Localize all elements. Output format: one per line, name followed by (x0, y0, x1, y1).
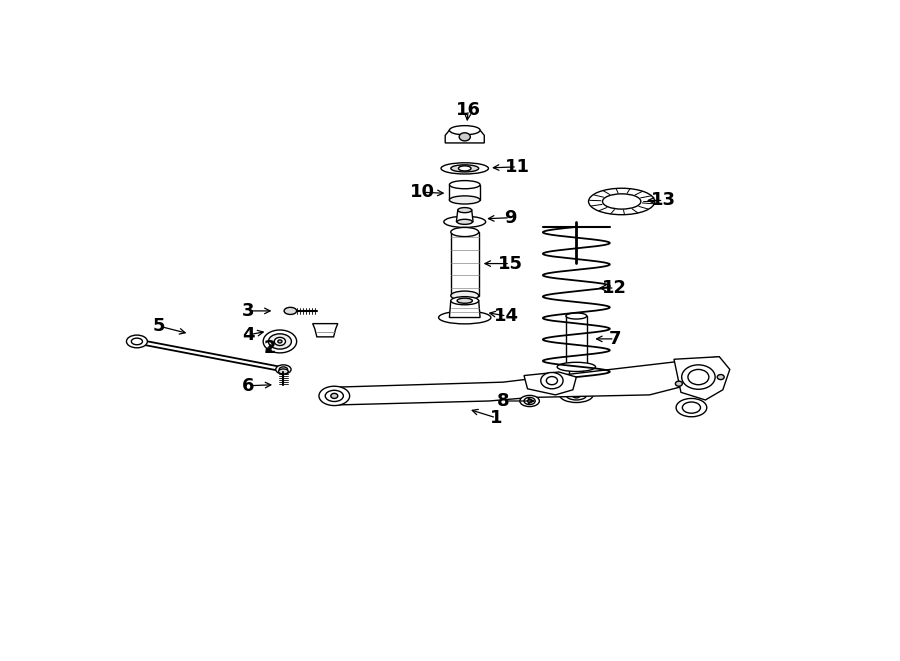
Ellipse shape (520, 395, 539, 407)
Ellipse shape (524, 397, 536, 405)
Polygon shape (312, 324, 338, 337)
Text: 4: 4 (242, 326, 255, 344)
Ellipse shape (325, 390, 344, 401)
Ellipse shape (449, 196, 480, 204)
Ellipse shape (572, 392, 580, 398)
Ellipse shape (589, 188, 655, 215)
Ellipse shape (268, 334, 292, 349)
Ellipse shape (566, 390, 587, 400)
Ellipse shape (457, 298, 472, 303)
Ellipse shape (527, 399, 532, 403)
Text: 11: 11 (505, 158, 529, 176)
Ellipse shape (557, 362, 596, 371)
Ellipse shape (278, 340, 282, 343)
Text: 1: 1 (490, 408, 502, 427)
Text: 6: 6 (242, 377, 255, 395)
Text: 15: 15 (498, 254, 523, 272)
Polygon shape (524, 372, 576, 395)
Text: 2: 2 (263, 339, 275, 357)
Ellipse shape (331, 393, 338, 399)
Text: 16: 16 (455, 101, 481, 119)
Polygon shape (449, 301, 480, 317)
Ellipse shape (441, 163, 489, 174)
Text: 7: 7 (608, 330, 621, 348)
Ellipse shape (275, 365, 291, 374)
Ellipse shape (717, 375, 725, 379)
Ellipse shape (688, 369, 709, 385)
Ellipse shape (682, 402, 700, 413)
Ellipse shape (458, 166, 471, 171)
Ellipse shape (126, 335, 148, 348)
Ellipse shape (566, 364, 587, 370)
Polygon shape (446, 130, 484, 143)
Ellipse shape (284, 307, 297, 315)
Ellipse shape (566, 313, 587, 319)
Ellipse shape (131, 338, 142, 345)
Ellipse shape (457, 219, 472, 224)
Text: 14: 14 (494, 307, 519, 325)
Polygon shape (456, 210, 473, 222)
Ellipse shape (681, 365, 716, 389)
Ellipse shape (541, 373, 563, 389)
Polygon shape (332, 357, 719, 405)
Ellipse shape (560, 387, 593, 403)
Ellipse shape (319, 386, 349, 406)
Ellipse shape (676, 399, 706, 417)
Ellipse shape (451, 227, 479, 237)
Text: 12: 12 (602, 279, 627, 297)
Ellipse shape (451, 291, 479, 300)
Ellipse shape (263, 330, 297, 353)
Bar (451, 232, 479, 295)
Ellipse shape (274, 337, 285, 346)
Text: 3: 3 (242, 302, 255, 320)
Ellipse shape (602, 194, 641, 209)
Ellipse shape (449, 180, 480, 189)
Text: 10: 10 (410, 183, 436, 202)
Ellipse shape (675, 381, 682, 386)
Ellipse shape (279, 367, 288, 372)
Text: 8: 8 (497, 392, 509, 410)
Text: 13: 13 (651, 192, 676, 210)
Polygon shape (674, 357, 730, 400)
Bar (570, 364, 583, 387)
Ellipse shape (459, 133, 471, 141)
Text: 9: 9 (504, 209, 517, 227)
Ellipse shape (546, 377, 557, 385)
Ellipse shape (444, 216, 486, 227)
Bar (566, 316, 587, 367)
Polygon shape (449, 184, 480, 200)
Ellipse shape (451, 165, 479, 172)
Ellipse shape (449, 126, 480, 135)
Ellipse shape (278, 369, 288, 374)
Ellipse shape (458, 208, 472, 213)
Ellipse shape (451, 297, 479, 305)
Ellipse shape (438, 311, 491, 324)
Text: 5: 5 (153, 317, 166, 335)
